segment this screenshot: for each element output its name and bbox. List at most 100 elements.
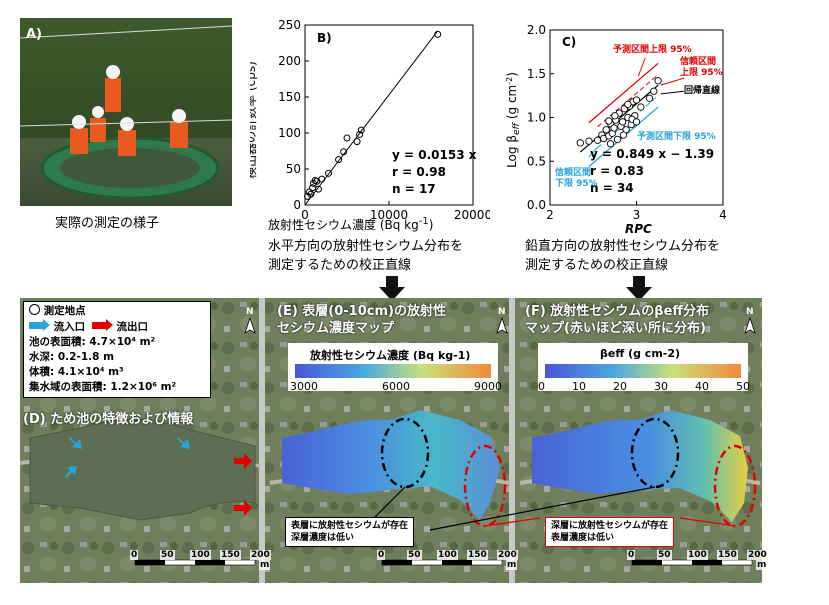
chart-b-point [357, 126, 365, 134]
chart-b-point [356, 130, 364, 138]
chart-c-regression-line [579, 84, 659, 153]
panel-f-title-line1: (F) 放射性セシウムのβeff分布 [525, 304, 709, 319]
colorbar-f-tick: 50 [736, 380, 750, 393]
scalebar-tick-label: 0 [627, 550, 636, 560]
svg-text:N: N [498, 307, 506, 317]
scalebar-tick-label: 150 [717, 550, 738, 560]
chart-c-point [632, 118, 641, 126]
chart-c-annot-arrow [637, 57, 646, 77]
chart-c-ytick-label: 1.5 [527, 67, 546, 81]
colorbar-f [545, 364, 741, 378]
colorbar-e-title: 放射性セシウム濃度 (Bq kg-1) [310, 349, 471, 362]
chart-b: 検出器の計数率 (cps) 0 10000 20000 0 50 100 150 200 250… [250, 18, 490, 222]
chart-b-point [434, 30, 442, 38]
scalebar-tick-label: 200 [250, 550, 271, 560]
scalebar-tick-label: 200 [497, 550, 518, 560]
annot-conf-upper-2: 上限 95% [680, 68, 723, 78]
down-arrow-b [379, 276, 405, 301]
colorbar-f-ticks: 0 10 20 30 40 50 [538, 380, 750, 393]
chart-c-conf-upper [597, 74, 659, 128]
annotation-box-f: 深層に放射性セシウムが存在 表層濃度は低い [545, 517, 675, 547]
legend-catchment: 集水域の表面積: 1.2×10⁶ m² [29, 381, 177, 393]
panel-e-title: (E) 表層(0-10cm)の放射性 セシウム濃度マップ [277, 303, 446, 337]
scalebar-unit: m [756, 560, 768, 570]
annot-conf-lower-2: 間 [582, 168, 592, 178]
scalebar-tick-label: 50 [657, 550, 672, 560]
scalebar-unit: m [259, 560, 271, 570]
scalebar-d [134, 559, 256, 566]
chart-b-ytick-label: 0 [293, 198, 301, 212]
ellipse-e-shallow [380, 417, 430, 489]
scalebar-tick-label: 0 [130, 550, 139, 560]
chart-c-xtick-label: 3 [633, 208, 641, 222]
scalebar-tick-label: 150 [467, 550, 488, 560]
panel-f-title: (F) 放射性セシウムのβeff分布 マップ(赤いほど深い所に分布) [525, 303, 709, 337]
chart-c-ytick-label: 1.0 [527, 111, 546, 125]
chart-c-point [632, 96, 641, 104]
annot-pred-lower: 予測区間下限 95% [637, 132, 716, 142]
chart-c-ytick-label: 0.5 [527, 154, 546, 168]
chart-b-xtick-label: 10000 [370, 208, 408, 222]
panel-d-legend: 測定地点 流入口 流出口 池の表面積: 4.7×10⁴ m² 水深: 0.2-1… [23, 301, 211, 398]
chart-c-point [637, 103, 645, 111]
pond-f [532, 410, 748, 522]
chart-b-point [307, 190, 315, 198]
annot-conf-lower: 信頼区間 下限 95% [555, 168, 598, 190]
chart-c-xtick-label: 2 [546, 208, 554, 222]
chart-b-ytick-label: 200 [278, 54, 301, 68]
chart-c-point [606, 140, 615, 148]
scalebar-tick-label: 100 [687, 550, 708, 560]
panel-c-caption: 鉛直方向の放射性セシウム分布を 測定するための校正直線 [525, 237, 720, 275]
chart-b-label: B) [317, 31, 332, 45]
annot-regression: 回帰直線 [684, 86, 721, 96]
chart-c-point [619, 131, 628, 139]
chart-b-ytick-label: 150 [278, 90, 301, 104]
colorbar-f-title: βeff (g cm-2) [600, 347, 681, 360]
chart-c-point [602, 126, 610, 134]
measure-point-icon [29, 304, 40, 315]
chart-b-n: n = 17 [392, 182, 436, 196]
chart-c-stats: y = 0.849 x − 1.39 r = 0.83 n = 34 [590, 146, 714, 197]
colorbar-e [295, 364, 491, 378]
pond-e [282, 410, 500, 520]
chart-c-r: r = 0.83 [590, 164, 644, 178]
legend-outflow: 流出口 [116, 321, 148, 333]
legend-area: 池の表面積: 4.7×10⁴ m² [29, 336, 156, 348]
colorbar-f-tick: 20 [613, 380, 627, 393]
colorbar-e-tick: 9000 [474, 380, 502, 393]
chart-b-xtick-label: 20000 [454, 208, 490, 222]
north-arrow-e: N [496, 307, 508, 334]
colorbar-e-ticks: 3000 6000 9000 [290, 380, 502, 393]
chart-c-ytick-label: 2.0 [527, 23, 546, 37]
chart-c-point [605, 117, 613, 125]
chart-c-label: C) [562, 35, 576, 49]
colorbar-e-tick: 3000 [290, 380, 318, 393]
chart-b-ytick-label: 250 [278, 18, 301, 32]
chart-c-n: n = 34 [590, 181, 634, 195]
svg-text:N: N [246, 307, 254, 317]
annot-conf-lower-1: 信頼区 [555, 168, 583, 178]
outflow-arrow-icon [91, 322, 106, 329]
down-arrow-c [626, 276, 652, 301]
chart-b-point [353, 138, 361, 146]
annotation-f-line2: 表層濃度は低い [551, 533, 615, 543]
chart-c-annot-arrow [660, 77, 685, 86]
chart-b-point [343, 134, 351, 142]
colorbar-f-tick: 40 [695, 380, 709, 393]
panel-f-title-line2: マップ(赤いほど深い所に分布) [525, 321, 706, 336]
chart-c-annot-arrow [660, 90, 685, 95]
colorbar-f-tick: 10 [572, 380, 586, 393]
chart-c-point [611, 112, 619, 120]
panel-b-caption-line1: 水平方向の放射性セシウム分布を [268, 239, 464, 254]
legend-inflow: 流入口 [53, 321, 86, 333]
annotation-e-line1: 表層に放射性セシウムが存在 [291, 521, 409, 531]
chart-b-point [335, 156, 343, 164]
chart-b-ytick-label: 50 [286, 162, 301, 176]
panel-b-caption-line2: 測定するための校正直線 [268, 258, 412, 273]
annotation-box-e: 表層に放射性セシウムが存在 深層濃度は低い [285, 517, 415, 547]
panel-e-title-line2: セシウム濃度マップ [277, 321, 395, 336]
chart-c-point [650, 87, 658, 95]
annotation-e-line2: 深層濃度は低い [291, 533, 355, 543]
north-arrow-d: N [244, 307, 256, 334]
